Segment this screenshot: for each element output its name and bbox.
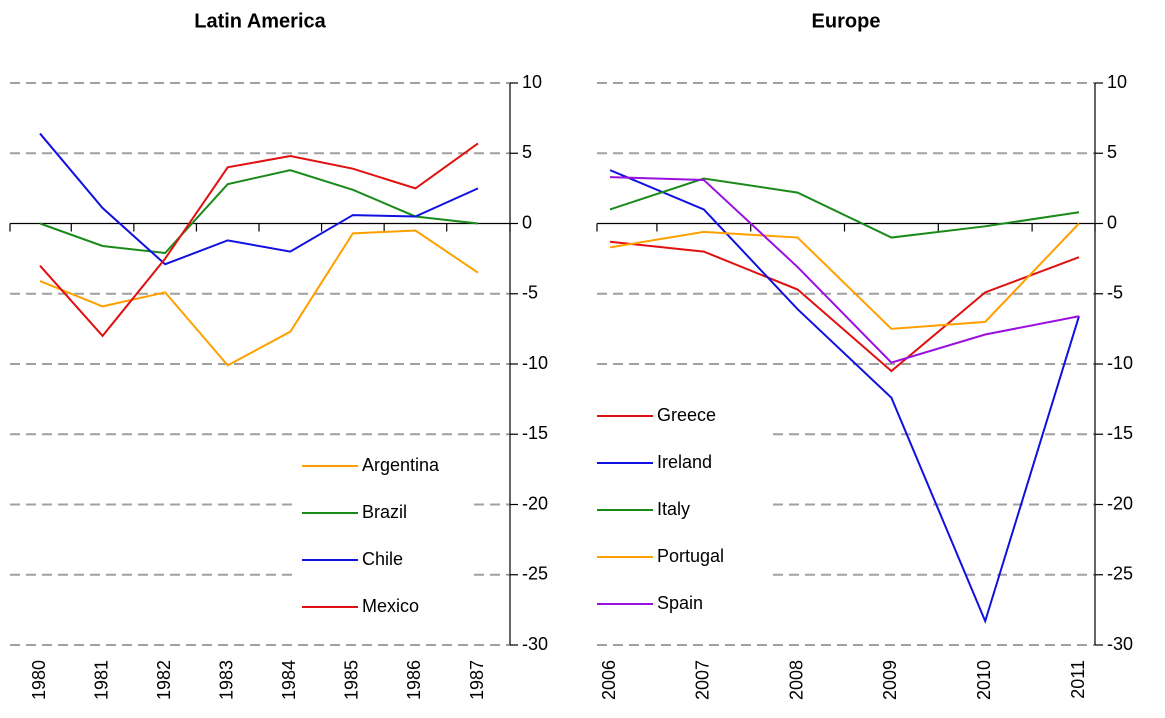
- y-tick-label: -5: [522, 283, 538, 303]
- y-tick-label: -5: [1107, 283, 1123, 303]
- x-tick-label: 1987: [467, 660, 487, 700]
- series-line: [609, 222, 1080, 330]
- y-tick-label: 0: [522, 212, 532, 232]
- x-tick-label: 1983: [216, 660, 236, 700]
- series-line: [609, 177, 1080, 239]
- chart-title: Latin America: [194, 10, 326, 32]
- legend-label: Italy: [657, 499, 690, 519]
- x-tick-label: 2006: [599, 660, 619, 700]
- y-tick-label: -20: [522, 493, 548, 513]
- y-tick-label: 5: [1107, 142, 1117, 162]
- series-line: [609, 176, 1080, 364]
- x-tick-label: 1982: [154, 660, 174, 700]
- y-tick-label: -15: [522, 423, 548, 443]
- y-tick-label: -25: [1107, 564, 1133, 584]
- x-tick-label: 1981: [91, 660, 111, 700]
- x-tick-label: 1985: [342, 660, 362, 700]
- y-tick-label: -30: [522, 634, 548, 654]
- y-tick-label: 10: [1107, 72, 1127, 92]
- x-tick-label: 2008: [786, 660, 806, 700]
- legend-label: Portugal: [657, 546, 724, 566]
- series-line: [609, 169, 1080, 625]
- x-tick-label: 1980: [29, 660, 49, 700]
- y-tick-label: 5: [522, 142, 532, 162]
- chart-title: Europe: [812, 10, 881, 32]
- y-tick-label: -25: [522, 564, 548, 584]
- x-tick-label: 2007: [693, 660, 713, 700]
- legend-label: Spain: [657, 593, 703, 613]
- y-tick-label: -10: [522, 353, 548, 373]
- legend-box: [298, 442, 473, 632]
- legend-label: Greece: [657, 405, 716, 425]
- y-tick-label: 10: [522, 72, 542, 92]
- legend-label: Ireland: [657, 452, 712, 472]
- legend-label: Argentina: [362, 455, 440, 475]
- y-tick-label: -30: [1107, 634, 1133, 654]
- legend-label: Mexico: [362, 596, 419, 616]
- y-tick-label: -20: [1107, 493, 1133, 513]
- legend-label: Brazil: [362, 502, 407, 522]
- legend-label: Chile: [362, 549, 403, 569]
- y-tick-label: -10: [1107, 353, 1133, 373]
- series-line: [609, 240, 1080, 373]
- y-tick-label: 0: [1107, 212, 1117, 232]
- series-line: [39, 229, 479, 367]
- x-tick-label: 2011: [1068, 660, 1088, 699]
- x-tick-label: 1986: [404, 660, 424, 700]
- series-line: [39, 169, 479, 255]
- x-tick-label: 2010: [974, 660, 994, 700]
- x-tick-label: 2009: [880, 660, 900, 700]
- series-line: [39, 132, 479, 266]
- y-tick-label: -15: [1107, 423, 1133, 443]
- series-line: [39, 142, 479, 338]
- x-tick-label: 1984: [279, 660, 299, 700]
